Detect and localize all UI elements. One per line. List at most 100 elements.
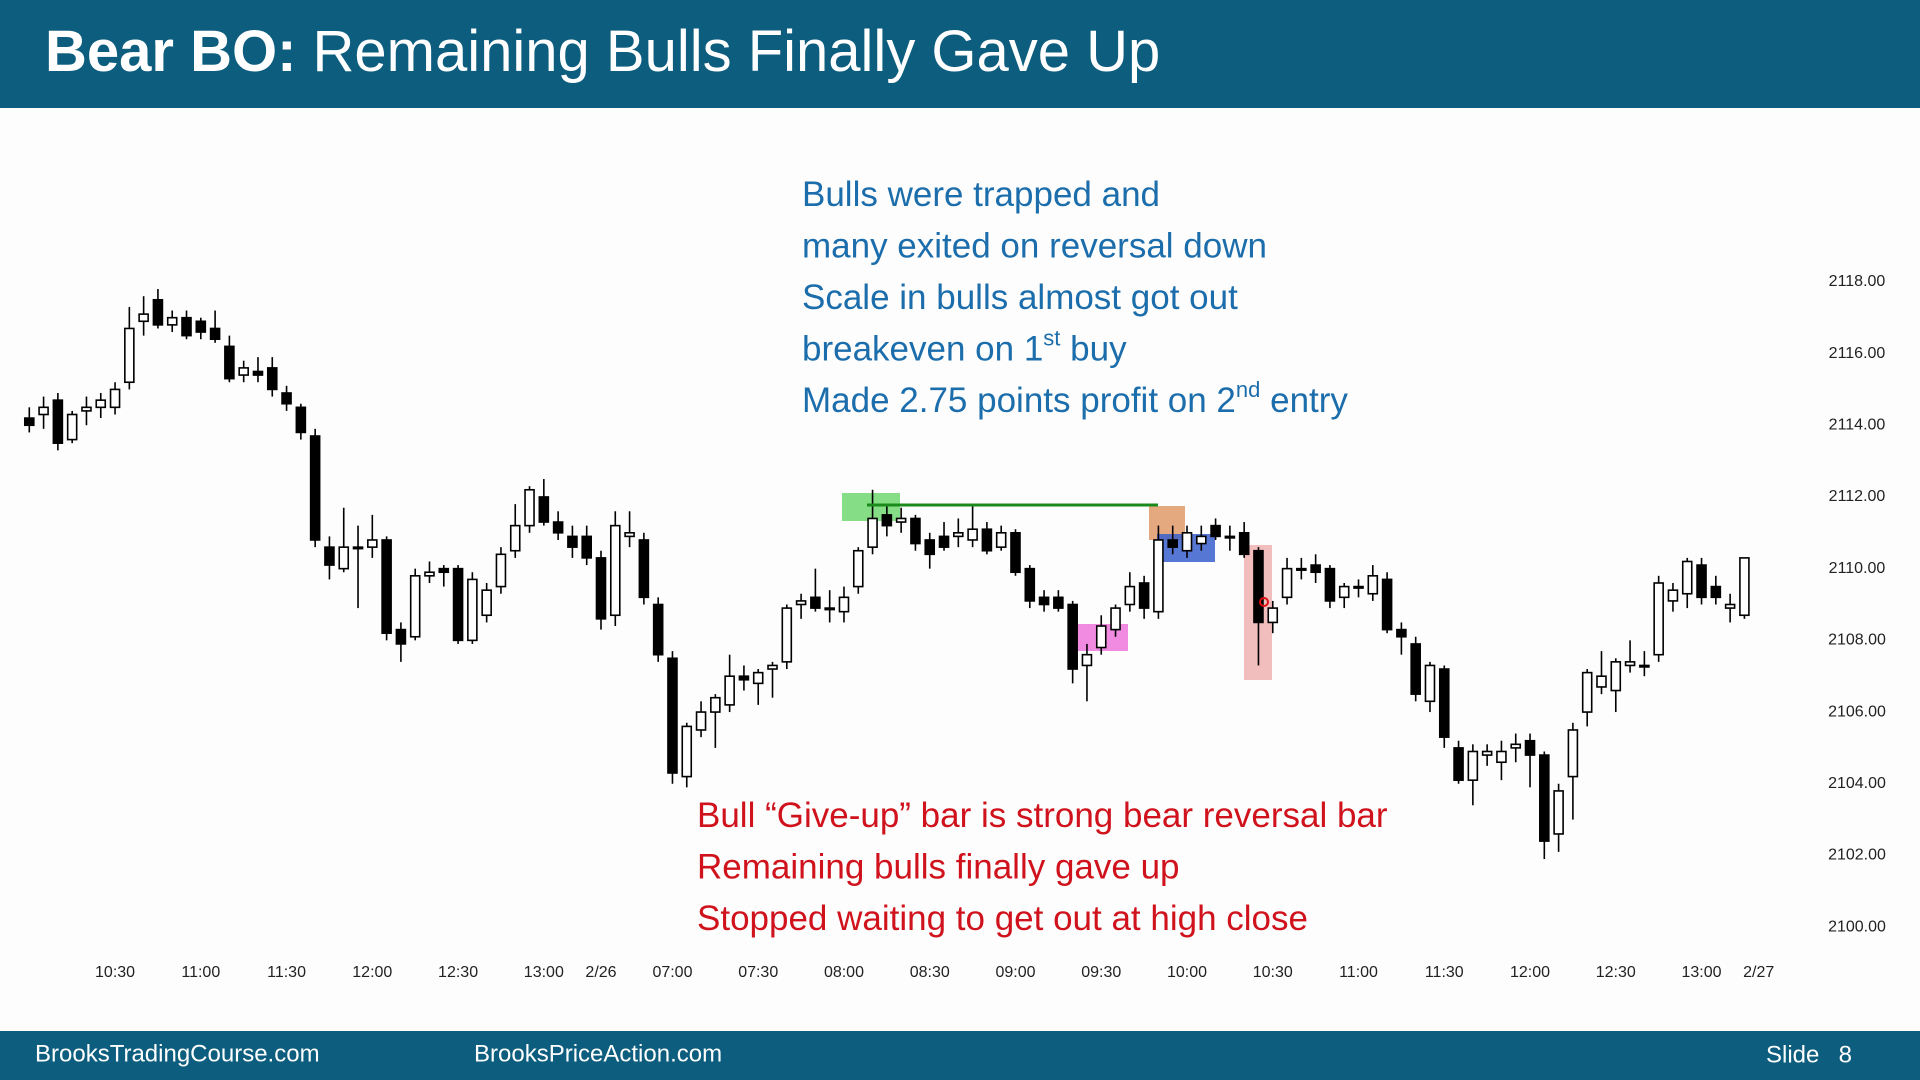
- candle-body: [1581, 671, 1593, 713]
- candle-body: [1267, 607, 1279, 624]
- annotation-text: Scale in bulls almost got out: [802, 278, 1238, 317]
- candle-body: [1224, 535, 1236, 539]
- candle-body: [1438, 668, 1450, 738]
- candle-body: [124, 327, 135, 384]
- superscript: nd: [1236, 377, 1260, 402]
- candle-body: [395, 628, 407, 645]
- footer-middle: BrooksPriceAction.com: [474, 1040, 722, 1067]
- candle-body: [166, 316, 178, 326]
- x-tick-label: 11:30: [1425, 964, 1464, 981]
- y-tick-label: 2102.00: [1828, 847, 1886, 864]
- x-tick-label: 07:30: [738, 964, 778, 981]
- candle-body: [95, 399, 107, 409]
- candle-body: [38, 406, 49, 416]
- candle-body: [1053, 596, 1064, 609]
- candle-body: [1110, 607, 1121, 631]
- candle-body: [1310, 564, 1321, 574]
- x-tick-label: 10:30: [95, 964, 135, 981]
- candle-body: [767, 664, 778, 670]
- candle-body: [252, 370, 264, 376]
- candle-body: [910, 517, 921, 545]
- candle-body: [1739, 557, 1750, 617]
- overlays: [867, 503, 1269, 607]
- y-tick-label: 2108.00: [1828, 632, 1886, 649]
- annotation-line: breakeven on 1st buy: [802, 325, 1127, 368]
- candle-body: [1324, 567, 1336, 602]
- annotation-text: Made 2.75 points profit on 2: [802, 381, 1236, 420]
- candle-body: [309, 435, 321, 541]
- annotation-text: Remaining bulls finally gave up: [697, 848, 1180, 887]
- candle-body: [1624, 661, 1636, 667]
- x-tick-label: 12:00: [1510, 964, 1550, 981]
- candle-body: [352, 546, 364, 550]
- candle-body: [981, 528, 993, 552]
- candle-body: [409, 575, 421, 638]
- candle-body: [581, 535, 593, 559]
- candle-body: [1253, 549, 1264, 624]
- candle-body: [224, 345, 235, 380]
- candle-body: [209, 327, 221, 341]
- x-tick-label: 11:00: [181, 964, 220, 981]
- slide-number: 8: [1839, 1041, 1852, 1068]
- candle-body: [824, 607, 835, 611]
- candle-body: [1153, 539, 1164, 613]
- candle-body: [1424, 664, 1436, 703]
- candle-body: [266, 367, 278, 391]
- y-tick-label: 2114.00: [1829, 416, 1886, 433]
- candle-body: [695, 711, 707, 731]
- annotation-text: breakeven on 1: [802, 330, 1043, 369]
- candle-body: [895, 517, 907, 523]
- candle-body: [567, 535, 578, 548]
- x-tick-label: 12:00: [352, 964, 392, 981]
- candle-body: [1396, 628, 1407, 638]
- annotation-text: Bull “Give-up” bar is strong bear revers…: [697, 796, 1388, 835]
- candle-body: [152, 298, 164, 326]
- candle-body: [52, 399, 64, 444]
- candle-body: [738, 675, 750, 681]
- candle-body: [1667, 589, 1679, 602]
- x-tick-label: 10:00: [1167, 964, 1207, 981]
- candle-body: [1481, 750, 1493, 756]
- annotation-text: Bulls were trapped and: [802, 175, 1160, 214]
- candle-body: [424, 571, 435, 577]
- candle-body: [838, 596, 850, 613]
- x-tick-label: 2/26: [585, 964, 616, 981]
- plot: 2100.00 2102.00 2104.00 2106.00 2108.00 2110.…: [23, 273, 1886, 981]
- header-bar: [0, 0, 1920, 108]
- x-tick-label: 09:00: [995, 964, 1035, 981]
- candle-body: [1653, 582, 1664, 656]
- annotation-text: entry: [1260, 381, 1348, 420]
- x-tick-label: 11:00: [1339, 964, 1378, 981]
- candle-body: [1553, 790, 1564, 835]
- candle-body: [1596, 675, 1607, 688]
- x-tick-label: 07:00: [652, 964, 692, 981]
- annotation-line: many exited on reversal down: [802, 227, 1267, 266]
- x-tick-label: 2/27: [1743, 964, 1774, 981]
- y-tick-label: 2106.00: [1828, 703, 1886, 720]
- candle-body: [1067, 603, 1078, 670]
- candle-body: [524, 488, 535, 527]
- title-rest: Remaining Bulls Finally Gave Up: [296, 19, 1160, 84]
- candle-body: [452, 567, 464, 642]
- candle-body: [481, 589, 492, 617]
- candle-body: [810, 596, 821, 609]
- candle-body: [23, 417, 35, 427]
- candle-body: [1381, 578, 1393, 631]
- footer-bar: [0, 1031, 1920, 1080]
- candle-body: [238, 367, 249, 376]
- x-tick-label: 08:30: [910, 964, 950, 981]
- candle-body: [967, 528, 978, 541]
- candle-body: [1524, 739, 1536, 756]
- x-tick-label: 11:30: [267, 964, 306, 981]
- candle-body: [1038, 596, 1050, 606]
- x-tick-label: 12:30: [1596, 964, 1636, 981]
- candle-body: [181, 316, 192, 337]
- annotation-line: Bull “Give-up” bar is strong bear revers…: [697, 796, 1388, 835]
- x-tick-label: 10:30: [1253, 964, 1293, 981]
- candle-body: [1367, 575, 1379, 595]
- candle-body: [852, 549, 864, 588]
- candle-body: [681, 725, 693, 778]
- candle-body: [1195, 535, 1207, 545]
- candle-body: [66, 413, 78, 441]
